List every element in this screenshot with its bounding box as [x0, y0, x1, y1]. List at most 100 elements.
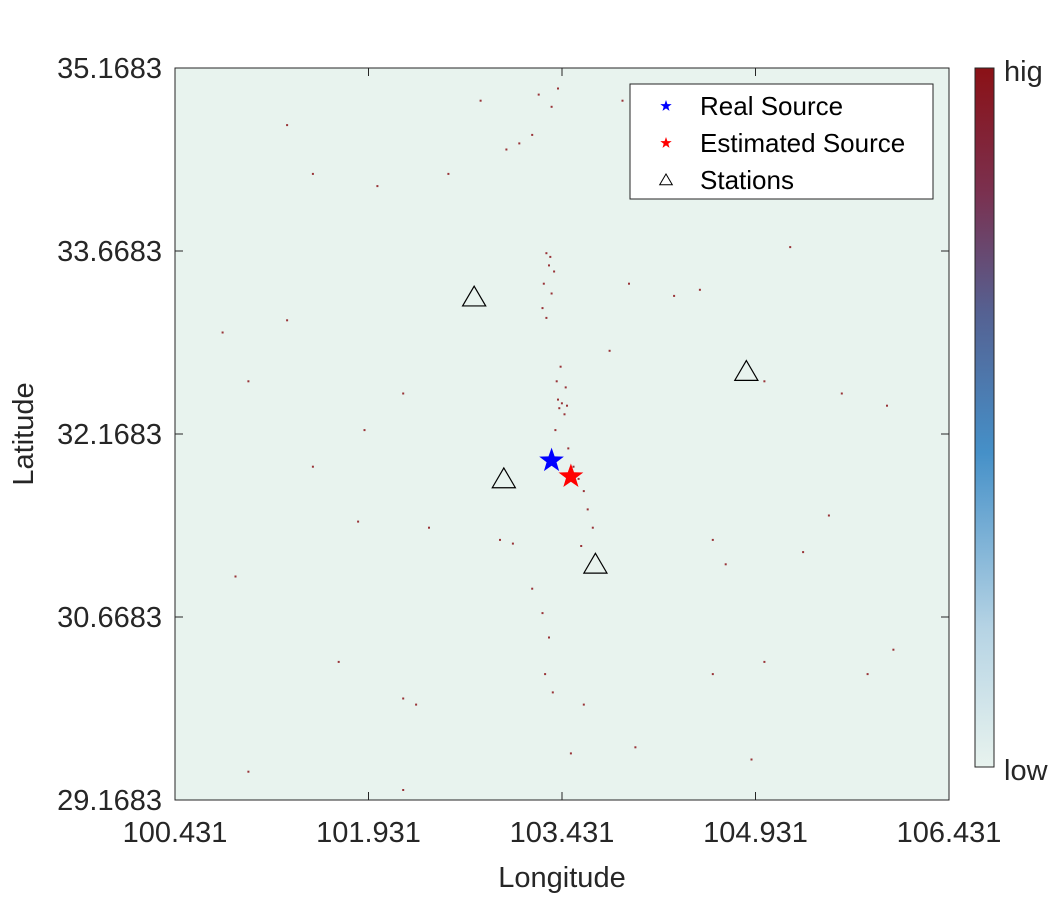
field-speck: [866, 673, 869, 676]
field-speck: [892, 648, 895, 651]
field-speck: [247, 770, 250, 773]
legend-real-source-icon: [660, 100, 672, 111]
real-source-marker: [539, 447, 564, 472]
field-speck: [557, 398, 559, 401]
field-speck: [750, 758, 753, 761]
field-speck: [447, 172, 450, 175]
y-tick-label: 30.6683: [57, 602, 162, 634]
field-speck: [548, 264, 550, 267]
field-speck: [563, 413, 566, 416]
field-speck: [555, 380, 558, 383]
field-speck: [511, 542, 514, 545]
field-speck: [544, 673, 547, 676]
field-speck: [763, 380, 766, 383]
field-speck: [499, 538, 501, 541]
legend-symbols: [658, 100, 674, 186]
field-speck: [554, 429, 557, 432]
field-speck: [827, 514, 830, 517]
field-speck: [560, 402, 563, 405]
field-speck: [550, 292, 553, 295]
station-marker: [491, 466, 517, 489]
field-speck: [402, 789, 405, 791]
field-speck: [311, 172, 314, 175]
field-speck: [580, 545, 583, 547]
field-speck: [724, 563, 727, 566]
legend-label-estimated-source: Estimated Source: [700, 128, 905, 158]
y-axis-label: Latitude: [8, 382, 40, 485]
legend: Real Source Estimated Source Stations: [629, 83, 934, 200]
field-speck: [311, 465, 314, 468]
field-speck: [548, 636, 550, 639]
x-tick-label: 100.431: [123, 817, 228, 849]
field-speck: [545, 316, 548, 319]
field-speck: [628, 282, 630, 285]
field-speck: [551, 691, 554, 694]
field-speck: [577, 477, 580, 480]
y-tick-label: 32.1683: [57, 419, 162, 451]
field-speck: [802, 551, 805, 554]
field-speck: [541, 612, 544, 615]
field-speck: [557, 87, 559, 90]
legend-box: [629, 83, 934, 200]
field-speck: [531, 133, 534, 136]
x-tick-label: 101.931: [316, 817, 421, 849]
x-tick-label: 106.431: [897, 817, 1002, 849]
field-speck: [591, 526, 594, 529]
field-speck: [698, 288, 701, 291]
y-tick-label: 29.1683: [57, 785, 162, 817]
field-speck: [711, 538, 714, 541]
field-speck: [608, 349, 611, 352]
field-speck: [566, 404, 568, 407]
field-speck: [572, 465, 575, 468]
field-speck: [479, 99, 482, 102]
station-marker: [733, 359, 759, 381]
station-marker: [461, 284, 487, 307]
field-speck: [363, 429, 366, 432]
field-speck: [582, 703, 585, 706]
field-speck: [286, 124, 289, 127]
field-speck: [357, 520, 360, 523]
field-speck: [402, 697, 405, 700]
field-speck: [634, 746, 637, 749]
field-speck: [564, 386, 567, 389]
field-speck: [621, 99, 624, 102]
legend-label-real-source: Real Source: [700, 91, 843, 121]
colorbar-gradient: [974, 67, 995, 768]
field-speck: [221, 331, 224, 334]
station-marker: [582, 552, 609, 574]
field-speck: [582, 490, 585, 493]
x-tick-label: 104.931: [703, 817, 808, 849]
x-axis-label: Longitude: [498, 862, 625, 894]
field-speck: [558, 407, 561, 410]
field-speck: [550, 105, 553, 108]
background-field: [221, 87, 895, 791]
colorbar: hig low: [974, 56, 1049, 787]
field-speck: [337, 660, 340, 663]
field-speck: [234, 575, 237, 578]
field-speck: [286, 319, 289, 322]
field-speck: [789, 246, 792, 249]
field-speck: [559, 365, 562, 368]
field-speck: [763, 660, 766, 663]
field-speck: [376, 185, 379, 188]
y-tick-label: 35.1683: [57, 53, 162, 85]
field-speck: [531, 587, 534, 590]
field-speck: [711, 673, 714, 676]
field-speck: [567, 447, 570, 450]
field-speck: [673, 294, 676, 297]
field-speck: [545, 252, 548, 255]
field-speck: [569, 752, 572, 755]
field-speck: [505, 148, 508, 151]
field-speck: [541, 307, 544, 310]
field-speck: [553, 270, 556, 273]
legend-label-stations: Stations: [700, 165, 794, 195]
colorbar-high-label: hig: [1004, 56, 1043, 88]
axis-ticks: 100.431 101.931 103.431 104.931 106.431 29.16…: [57, 53, 1001, 849]
field-speck: [542, 282, 545, 285]
field-speck: [402, 392, 405, 395]
field-speck: [518, 142, 521, 145]
field-speck: [428, 526, 430, 529]
field-speck: [586, 508, 589, 511]
